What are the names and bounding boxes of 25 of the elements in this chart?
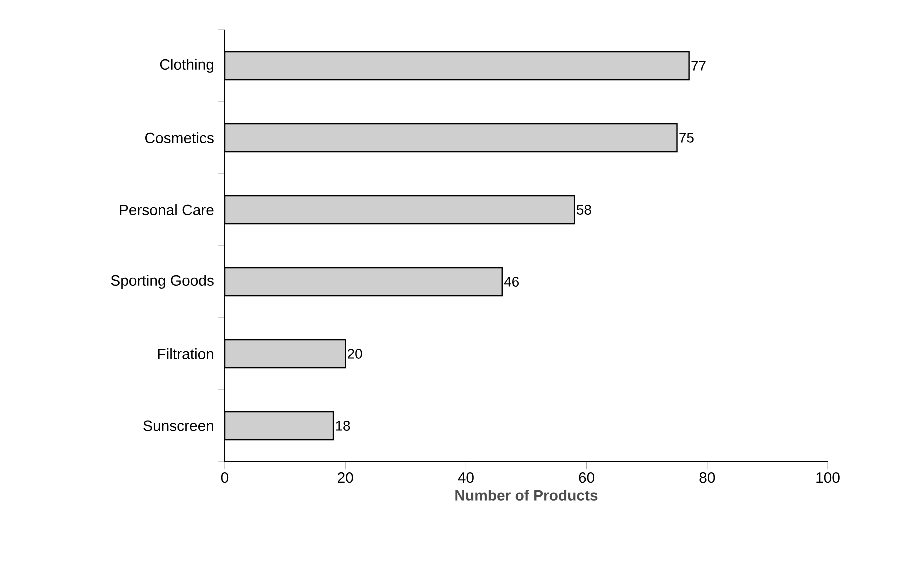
data-label: 75 bbox=[680, 133, 694, 143]
y-tick-label: Sunscreen bbox=[144, 420, 214, 432]
x-tick-label: 80 bbox=[700, 472, 716, 484]
y-tick-label: Personal Care bbox=[120, 204, 214, 216]
bar bbox=[225, 411, 334, 441]
data-label: 46 bbox=[504, 277, 519, 287]
y-tick-label: Filtration bbox=[158, 348, 214, 360]
x-tick-label: 40 bbox=[458, 472, 474, 484]
bar bbox=[225, 267, 503, 297]
y-tick-label: Sporting Goods bbox=[111, 275, 214, 289]
bar bbox=[225, 339, 346, 369]
data-label: 18 bbox=[336, 421, 350, 431]
x-tick-label: 0 bbox=[221, 472, 229, 484]
data-label: 77 bbox=[692, 61, 706, 71]
data-label: 20 bbox=[348, 349, 362, 359]
x-tick-label: 60 bbox=[579, 472, 595, 484]
bar bbox=[225, 51, 690, 81]
x-axis-title: Number of Products bbox=[456, 490, 598, 501]
x-tick-label: 100 bbox=[816, 472, 840, 484]
y-tick-label: Cosmetics bbox=[145, 132, 214, 144]
data-label: 58 bbox=[577, 205, 592, 215]
bar bbox=[225, 195, 576, 225]
x-tick-label: 20 bbox=[338, 472, 354, 484]
y-tick-label: Clothing bbox=[160, 59, 214, 73]
bar bbox=[225, 123, 678, 153]
